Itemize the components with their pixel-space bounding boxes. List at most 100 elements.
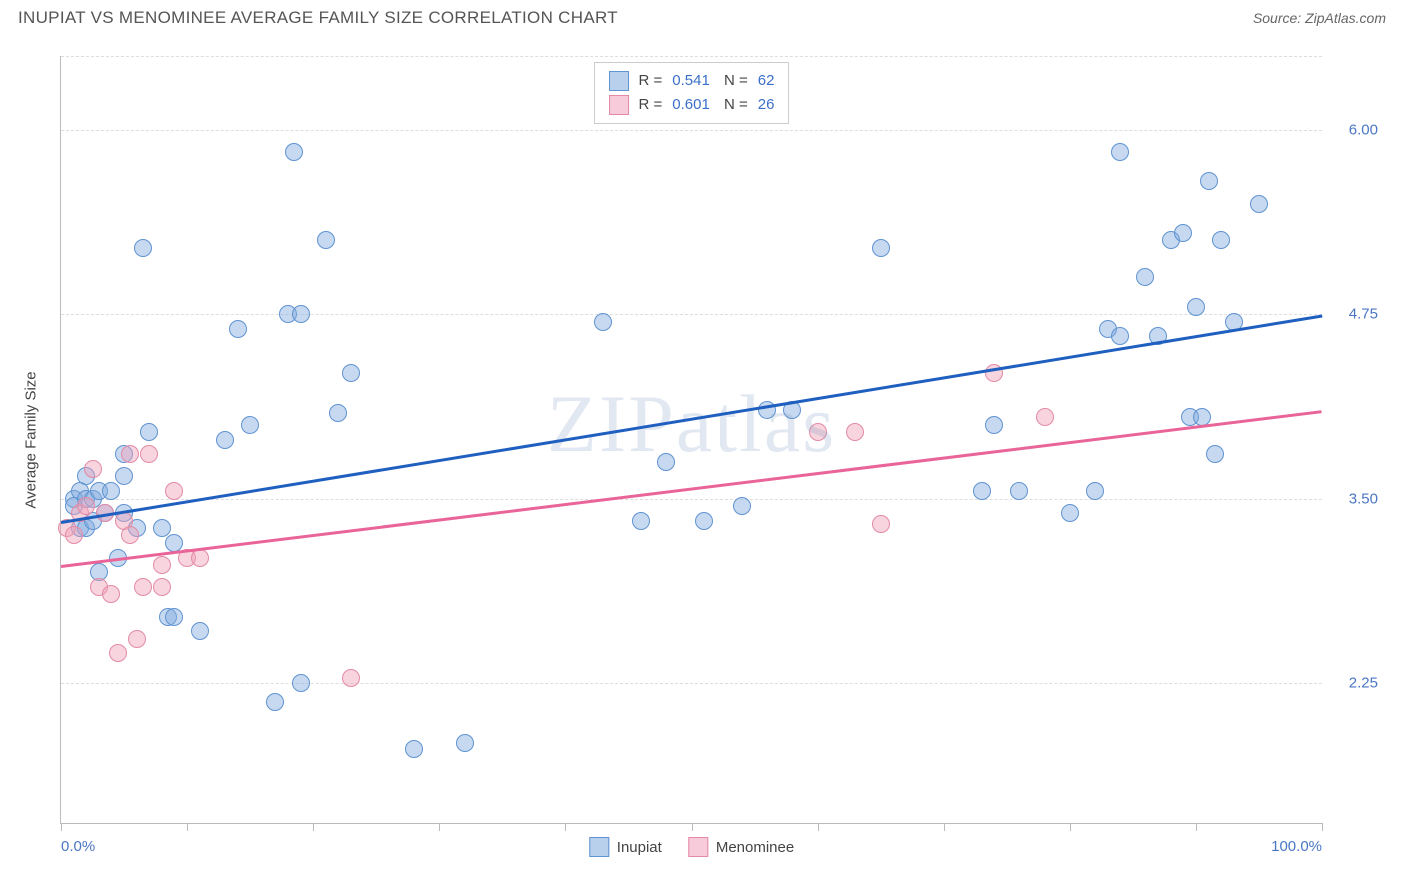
scatter-point bbox=[405, 740, 423, 758]
scatter-point bbox=[285, 143, 303, 161]
x-tick bbox=[1322, 823, 1323, 831]
scatter-point bbox=[1010, 482, 1028, 500]
scatter-point bbox=[1206, 445, 1224, 463]
legend-swatch-icon bbox=[688, 837, 708, 857]
x-tick bbox=[692, 823, 693, 831]
y-tick-label: 6.00 bbox=[1330, 121, 1378, 138]
chart-title: INUPIAT VS MENOMINEE AVERAGE FAMILY SIZE… bbox=[18, 8, 618, 28]
scatter-point bbox=[695, 512, 713, 530]
scatter-point bbox=[115, 467, 133, 485]
scatter-point bbox=[191, 622, 209, 640]
x-tick bbox=[313, 823, 314, 831]
x-tick bbox=[1196, 823, 1197, 831]
legend-r-value: 0.541 bbox=[672, 69, 710, 93]
header: INUPIAT VS MENOMINEE AVERAGE FAMILY SIZE… bbox=[0, 0, 1406, 34]
scatter-point bbox=[342, 364, 360, 382]
legend-correlation: R = 0.541 N = 62 R = 0.601 N = 26 bbox=[594, 62, 790, 124]
scatter-point bbox=[165, 482, 183, 500]
scatter-point bbox=[134, 578, 152, 596]
scatter-point bbox=[1036, 408, 1054, 426]
gridline bbox=[61, 56, 1322, 57]
x-tick-label: 0.0% bbox=[61, 838, 95, 855]
scatter-point bbox=[128, 630, 146, 648]
gridline bbox=[61, 499, 1322, 500]
x-tick bbox=[61, 823, 62, 831]
legend-r-value: 0.601 bbox=[672, 93, 710, 117]
scatter-point bbox=[846, 423, 864, 441]
scatter-point bbox=[216, 431, 234, 449]
scatter-point bbox=[84, 460, 102, 478]
y-tick-label: 4.75 bbox=[1330, 306, 1378, 323]
y-axis-title: Average Family Size bbox=[23, 371, 40, 508]
scatter-point bbox=[229, 320, 247, 338]
legend-label: Inupiat bbox=[617, 839, 662, 856]
scatter-point bbox=[266, 693, 284, 711]
scatter-point bbox=[65, 526, 83, 544]
x-tick bbox=[439, 823, 440, 831]
scatter-point bbox=[109, 644, 127, 662]
x-tick bbox=[565, 823, 566, 831]
legend-swatch-icon bbox=[609, 71, 629, 91]
y-tick-label: 3.50 bbox=[1330, 490, 1378, 507]
legend-item-menominee: Menominee bbox=[688, 837, 794, 857]
scatter-point bbox=[292, 674, 310, 692]
scatter-point bbox=[809, 423, 827, 441]
scatter-point bbox=[121, 526, 139, 544]
scatter-point bbox=[456, 734, 474, 752]
scatter-point bbox=[342, 669, 360, 687]
scatter-point bbox=[153, 578, 171, 596]
scatter-point bbox=[1111, 327, 1129, 345]
scatter-point bbox=[1212, 231, 1230, 249]
scatter-point bbox=[102, 585, 120, 603]
scatter-point bbox=[102, 482, 120, 500]
gridline bbox=[61, 683, 1322, 684]
legend-item-inupiat: Inupiat bbox=[589, 837, 662, 857]
scatter-point bbox=[241, 416, 259, 434]
x-tick bbox=[944, 823, 945, 831]
scatter-point bbox=[140, 445, 158, 463]
gridline bbox=[61, 314, 1322, 315]
plot-area: ZIPatlas Average Family Size R = 0.541 N… bbox=[60, 56, 1322, 824]
scatter-point bbox=[1250, 195, 1268, 213]
scatter-point bbox=[632, 512, 650, 530]
scatter-point bbox=[1086, 482, 1104, 500]
x-tick bbox=[818, 823, 819, 831]
legend-swatch-icon bbox=[609, 95, 629, 115]
source-attribution: Source: ZipAtlas.com bbox=[1253, 10, 1386, 26]
scatter-point bbox=[77, 497, 95, 515]
legend-n-value: 62 bbox=[758, 69, 775, 93]
legend-series: Inupiat Menominee bbox=[589, 837, 794, 857]
scatter-point bbox=[329, 404, 347, 422]
scatter-point bbox=[165, 608, 183, 626]
legend-n-label: N = bbox=[720, 93, 748, 117]
x-tick bbox=[187, 823, 188, 831]
scatter-point bbox=[134, 239, 152, 257]
legend-row-inupiat: R = 0.541 N = 62 bbox=[609, 69, 775, 93]
gridline bbox=[61, 130, 1322, 131]
scatter-point bbox=[1111, 143, 1129, 161]
legend-row-menominee: R = 0.601 N = 26 bbox=[609, 93, 775, 117]
scatter-point bbox=[1187, 298, 1205, 316]
scatter-point bbox=[872, 239, 890, 257]
scatter-point bbox=[1061, 504, 1079, 522]
scatter-point bbox=[985, 416, 1003, 434]
legend-r-label: R = bbox=[639, 69, 663, 93]
scatter-point bbox=[317, 231, 335, 249]
scatter-point bbox=[292, 305, 310, 323]
scatter-point bbox=[140, 423, 158, 441]
scatter-point bbox=[153, 519, 171, 537]
legend-n-value: 26 bbox=[758, 93, 775, 117]
chart-container: ZIPatlas Average Family Size R = 0.541 N… bbox=[18, 38, 1388, 872]
scatter-point bbox=[121, 445, 139, 463]
scatter-point bbox=[973, 482, 991, 500]
scatter-point bbox=[165, 534, 183, 552]
scatter-point bbox=[1200, 172, 1218, 190]
watermark: ZIPatlas bbox=[547, 377, 836, 471]
x-tick bbox=[1070, 823, 1071, 831]
scatter-point bbox=[594, 313, 612, 331]
legend-label: Menominee bbox=[716, 839, 794, 856]
x-tick-label: 100.0% bbox=[1271, 838, 1322, 855]
scatter-point bbox=[1174, 224, 1192, 242]
scatter-point bbox=[153, 556, 171, 574]
legend-r-label: R = bbox=[639, 93, 663, 117]
